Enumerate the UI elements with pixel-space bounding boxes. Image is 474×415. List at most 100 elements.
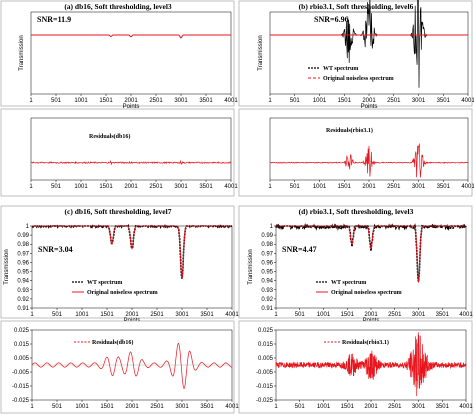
snr-annotation: SNR=6.96 [314,15,349,24]
panel-a-res: 1 501 1001 1501 2001 2501 3001 3501 4001Residual… [0,108,238,197]
residual-line [269,143,469,178]
legend-entry-residual: Residuals(rbio3.1) [342,339,389,346]
x-tick-label: 3001 [412,404,426,410]
x-tick-label: 3501 [199,184,213,190]
x-tick-label: 501 [51,184,62,190]
y-tick-label: -0.015 [12,384,30,390]
y-tick-label: 0.005 [14,356,30,362]
y-tick-label: -0.025 [12,398,30,404]
legend-entry-wt: WT spectrum [331,280,366,286]
y-tick-label: 0.96 [261,260,273,266]
x-tick-label: 2001 [124,98,138,104]
panel-b-res: 1 501 1001 1501 2001 2501 3001 3501 4001Residual… [238,108,474,197]
original-spectrum-line [31,34,231,39]
panel-c-res: 1 501 1001 1501 2001 2501 3001 3501 40010.0250.0… [0,320,239,414]
x-tick-label: 4001 [224,184,238,190]
chart-title: (a) db16, Soft thresholding, level3 [64,2,172,11]
snr-annotation: SNR=11.9 [37,15,71,24]
x-tick-label: 2001 [362,184,376,190]
x-tick-label: 3001 [175,404,189,410]
x-tick-label: 1 [29,98,33,104]
x-tick-label: 2501 [149,184,163,190]
x-tick-label: 2501 [150,312,164,318]
y-tick-label: 0.94 [261,279,273,285]
x-tick-label: 2001 [364,404,378,410]
x-tick-label: 501 [51,98,62,104]
x-tick-label: 2501 [388,312,402,318]
x-tick-label: 1 [30,404,34,410]
y-tick-label: 0.98 [261,242,273,248]
y-tick-label: 0.95 [17,270,29,276]
x-tick-label: 1001 [74,184,88,190]
x-tick-label: 3501 [437,184,451,190]
y-tick-label: 0.97 [261,251,273,257]
y-tick-label: 0.92 [17,297,29,303]
y-tick-label: -0.005 [256,370,274,376]
panel-frame [238,205,473,319]
x-tick-label: 1 [274,404,278,410]
x-tick-label: 3501 [199,98,213,104]
x-tick-label: 1501 [338,98,352,104]
y-tick-label: 0.91 [17,306,29,312]
legend-entry-wt: WT spectrum [323,66,358,72]
x-tick-label: 3001 [175,312,189,318]
y-tick-label: 0.96 [17,260,29,266]
panel-frame [0,0,235,107]
x-tick-label: 4001 [461,184,474,190]
legend-entry-residual: Residuals(rbio3.1) [326,127,373,134]
x-tick-label: 2001 [364,312,378,318]
chart-title: (c) db16, Soft thresholding, level7 [65,207,172,216]
x-tick-label: 3501 [436,312,450,318]
residual-line [31,342,232,389]
x-tick-label: 3501 [200,404,214,410]
x-tick-label: 1501 [99,184,113,190]
x-tick-label: 1501 [338,184,352,190]
residual-line [275,332,467,397]
y-tick-label: 0.99 [17,233,29,239]
x-tick-label: 1 [274,312,278,318]
panel-frame [0,205,235,319]
x-tick-label: 1 [268,98,272,104]
chart-title: (b) rbio3.1, Soft thresholding, level6 [299,2,414,11]
snr-annotation: SNR=3.04 [38,245,73,254]
x-tick-label: 501 [295,404,306,410]
residual-line [30,159,232,166]
y-tick-label: 1 [26,224,30,230]
x-tick-label: 3001 [412,184,426,190]
y-tick-label: 0.92 [261,297,273,303]
x-tick-label: 2501 [149,98,163,104]
y-tick-label: 0.93 [261,288,273,294]
x-tick-label: 1001 [317,312,331,318]
x-tick-label: 4001 [459,404,473,410]
x-tick-label: 3001 [412,312,426,318]
x-tick-label: 1001 [313,184,327,190]
x-tick-label: 4001 [225,312,239,318]
y-tick-label: 0.93 [17,288,29,294]
x-tick-label: 3501 [200,312,214,318]
y-axis-label: Transmission [248,249,254,284]
x-tick-label: 1001 [313,98,327,104]
x-tick-label: 1501 [100,312,114,318]
x-tick-label: 3501 [436,404,450,410]
x-tick-label: 1 [30,312,34,318]
x-tick-label: 1501 [99,98,113,104]
x-tick-label: 1001 [317,404,331,410]
x-tick-label: 501 [290,184,301,190]
y-tick-label: 0.025 [14,328,30,334]
x-tick-label: 1001 [75,312,89,318]
y-tick-label: -0.025 [256,398,274,404]
y-tick-label: -0.005 [12,370,30,376]
y-tick-label: 0.005 [258,356,274,362]
legend-entry-original: Original noiseless spectrum [87,290,158,296]
x-tick-label: 4001 [459,312,473,318]
x-tick-label: 501 [52,312,63,318]
y-tick-label: -0.015 [256,384,274,390]
y-tick-label: 0.015 [14,342,30,348]
chart-title: (d) rbio3.1, Soft thresholding, level3 [299,207,414,216]
x-tick-label: 2001 [125,312,139,318]
x-tick-label: 1 [268,184,272,190]
x-tick-label: 3001 [174,184,188,190]
legend-entry-residual: Residuals(db16) [92,339,133,346]
